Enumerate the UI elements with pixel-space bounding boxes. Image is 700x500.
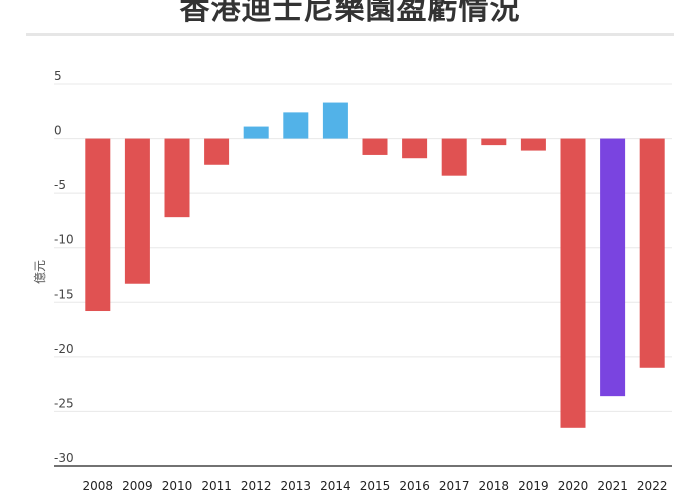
x-tick-label: 2021 bbox=[597, 479, 628, 493]
bar-2011 bbox=[204, 138, 230, 165]
x-tick-label: 2009 bbox=[122, 479, 153, 493]
bar-2016 bbox=[402, 138, 428, 159]
x-tick-label: 2008 bbox=[83, 479, 114, 493]
x-tick-label: 2016 bbox=[399, 479, 430, 493]
bar-2013 bbox=[283, 112, 309, 139]
y-axis-ticks: 5 0 -5 -10 -15 -20 -25 -30 bbox=[54, 69, 74, 465]
y-tick-label: -15 bbox=[54, 287, 74, 301]
bar-2018 bbox=[481, 138, 507, 146]
y-tick-label: -5 bbox=[54, 178, 66, 192]
chart-title: 香港迪士尼樂園盈虧情況 bbox=[179, 0, 521, 27]
y-tick-label: -10 bbox=[54, 233, 74, 247]
bar-2012 bbox=[243, 126, 269, 139]
x-tick-label: 2011 bbox=[201, 479, 232, 493]
x-tick-label: 2022 bbox=[637, 479, 668, 493]
bar-2020 bbox=[560, 138, 586, 428]
bar-2021 bbox=[600, 138, 626, 397]
x-tick-label: 2015 bbox=[360, 479, 391, 493]
bars bbox=[85, 102, 665, 428]
bar-2022 bbox=[639, 138, 665, 368]
x-tick-label: 2018 bbox=[479, 479, 510, 493]
title-divider bbox=[26, 33, 674, 36]
bar-2017 bbox=[441, 138, 467, 176]
bar-2014 bbox=[322, 102, 348, 139]
y-tick-label: -20 bbox=[54, 342, 74, 356]
y-tick-label: -25 bbox=[54, 396, 74, 410]
x-axis-ticks: 2008 2009 2010 2011 2012 2013 2014 2015 2016 2017… bbox=[83, 479, 668, 493]
x-tick-label: 2013 bbox=[281, 479, 312, 493]
x-tick-label: 2012 bbox=[241, 479, 272, 493]
bar-2019 bbox=[520, 138, 546, 151]
x-tick-label: 2020 bbox=[558, 479, 589, 493]
bar-2008 bbox=[85, 138, 111, 312]
y-tick-label: -30 bbox=[54, 451, 74, 465]
bar-2010 bbox=[164, 138, 190, 218]
x-tick-label: 2017 bbox=[439, 479, 470, 493]
x-tick-label: 2010 bbox=[162, 479, 193, 493]
bar-2015 bbox=[362, 138, 388, 155]
y-axis-label: 億元 bbox=[33, 260, 47, 284]
bar-2009 bbox=[124, 138, 150, 284]
y-tick-label: 5 bbox=[54, 69, 62, 83]
x-tick-label: 2014 bbox=[320, 479, 351, 493]
x-tick-label: 2019 bbox=[518, 479, 549, 493]
y-tick-label: 0 bbox=[54, 124, 62, 138]
